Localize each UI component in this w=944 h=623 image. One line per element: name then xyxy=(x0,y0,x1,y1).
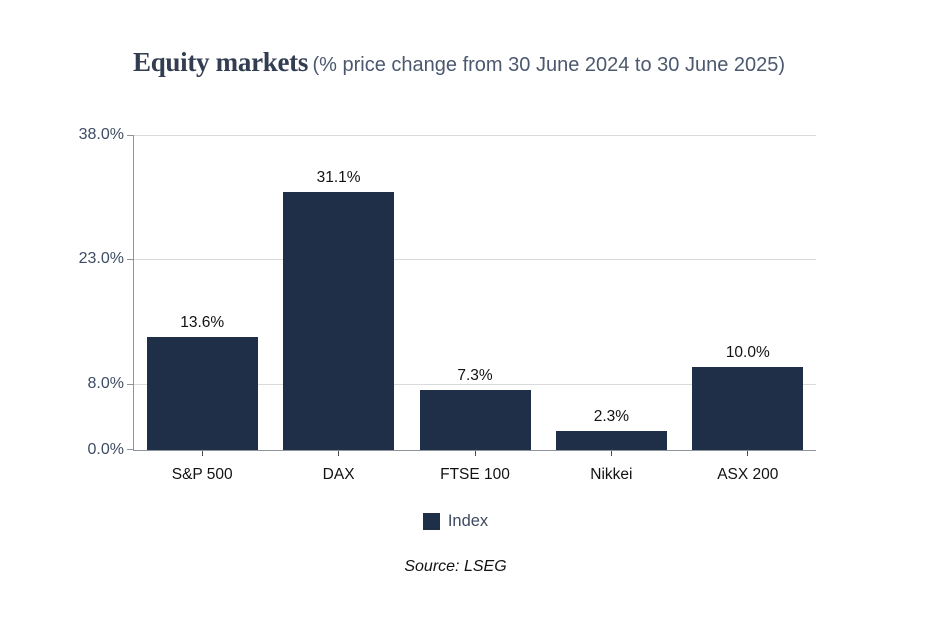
y-axis-label: 23.0% xyxy=(78,250,124,268)
legend-label: Index xyxy=(447,512,489,530)
x-axis-label: S&P 500 xyxy=(171,466,233,483)
bar-value-label: 10.0% xyxy=(725,344,770,362)
bar-value-label: 13.6% xyxy=(180,314,225,332)
legend-swatch-index xyxy=(422,513,440,530)
chart-subtitle-text: (% price change from 30 June 2024 to 30 … xyxy=(312,54,786,76)
x-axis-tick xyxy=(338,451,340,456)
bar xyxy=(555,430,667,450)
source-note: Source: LSEG xyxy=(404,558,507,575)
bar xyxy=(419,389,531,450)
bar-value-label: 31.1% xyxy=(316,169,361,187)
y-axis-tick xyxy=(127,135,133,136)
y-axis-tick xyxy=(127,259,133,261)
plot-area: 0.0% 8.0% 23.0% 38.0% 13.6% S&P 500 31.1% DAX 7.… xyxy=(79,126,816,483)
chart-title: Equity markets xyxy=(133,47,309,77)
x-axis-tick xyxy=(474,451,476,456)
y-axis-tick xyxy=(127,383,133,385)
x-axis-label: FTSE 100 xyxy=(440,466,510,483)
y-axis-label: 8.0% xyxy=(87,374,124,392)
gridline xyxy=(134,259,816,261)
chart-header: Equity markets (% price change from 30 J… xyxy=(133,47,785,78)
gridline xyxy=(134,135,816,136)
bar xyxy=(692,367,804,450)
bar xyxy=(146,337,258,450)
chart-subtitle: (% price change from 30 June 2024 to 30 … xyxy=(313,54,786,76)
bar-value-label: 2.3% xyxy=(593,407,630,425)
gridline xyxy=(134,383,816,385)
x-axis-tick xyxy=(610,451,612,456)
y-axis-label: 0.0% xyxy=(87,441,124,458)
legend: Index xyxy=(0,512,911,531)
x-axis-label: Nikkei xyxy=(590,466,633,483)
x-axis-tick xyxy=(747,451,749,456)
bar-value-label: 7.3% xyxy=(457,366,493,384)
x-axis-tick xyxy=(201,451,203,456)
bar xyxy=(283,192,395,450)
y-axis-label: 38.0% xyxy=(78,126,124,143)
x-axis-label: DAX xyxy=(322,466,355,483)
y-axis-tick xyxy=(127,449,133,450)
x-axis-label: ASX 200 xyxy=(717,466,779,483)
